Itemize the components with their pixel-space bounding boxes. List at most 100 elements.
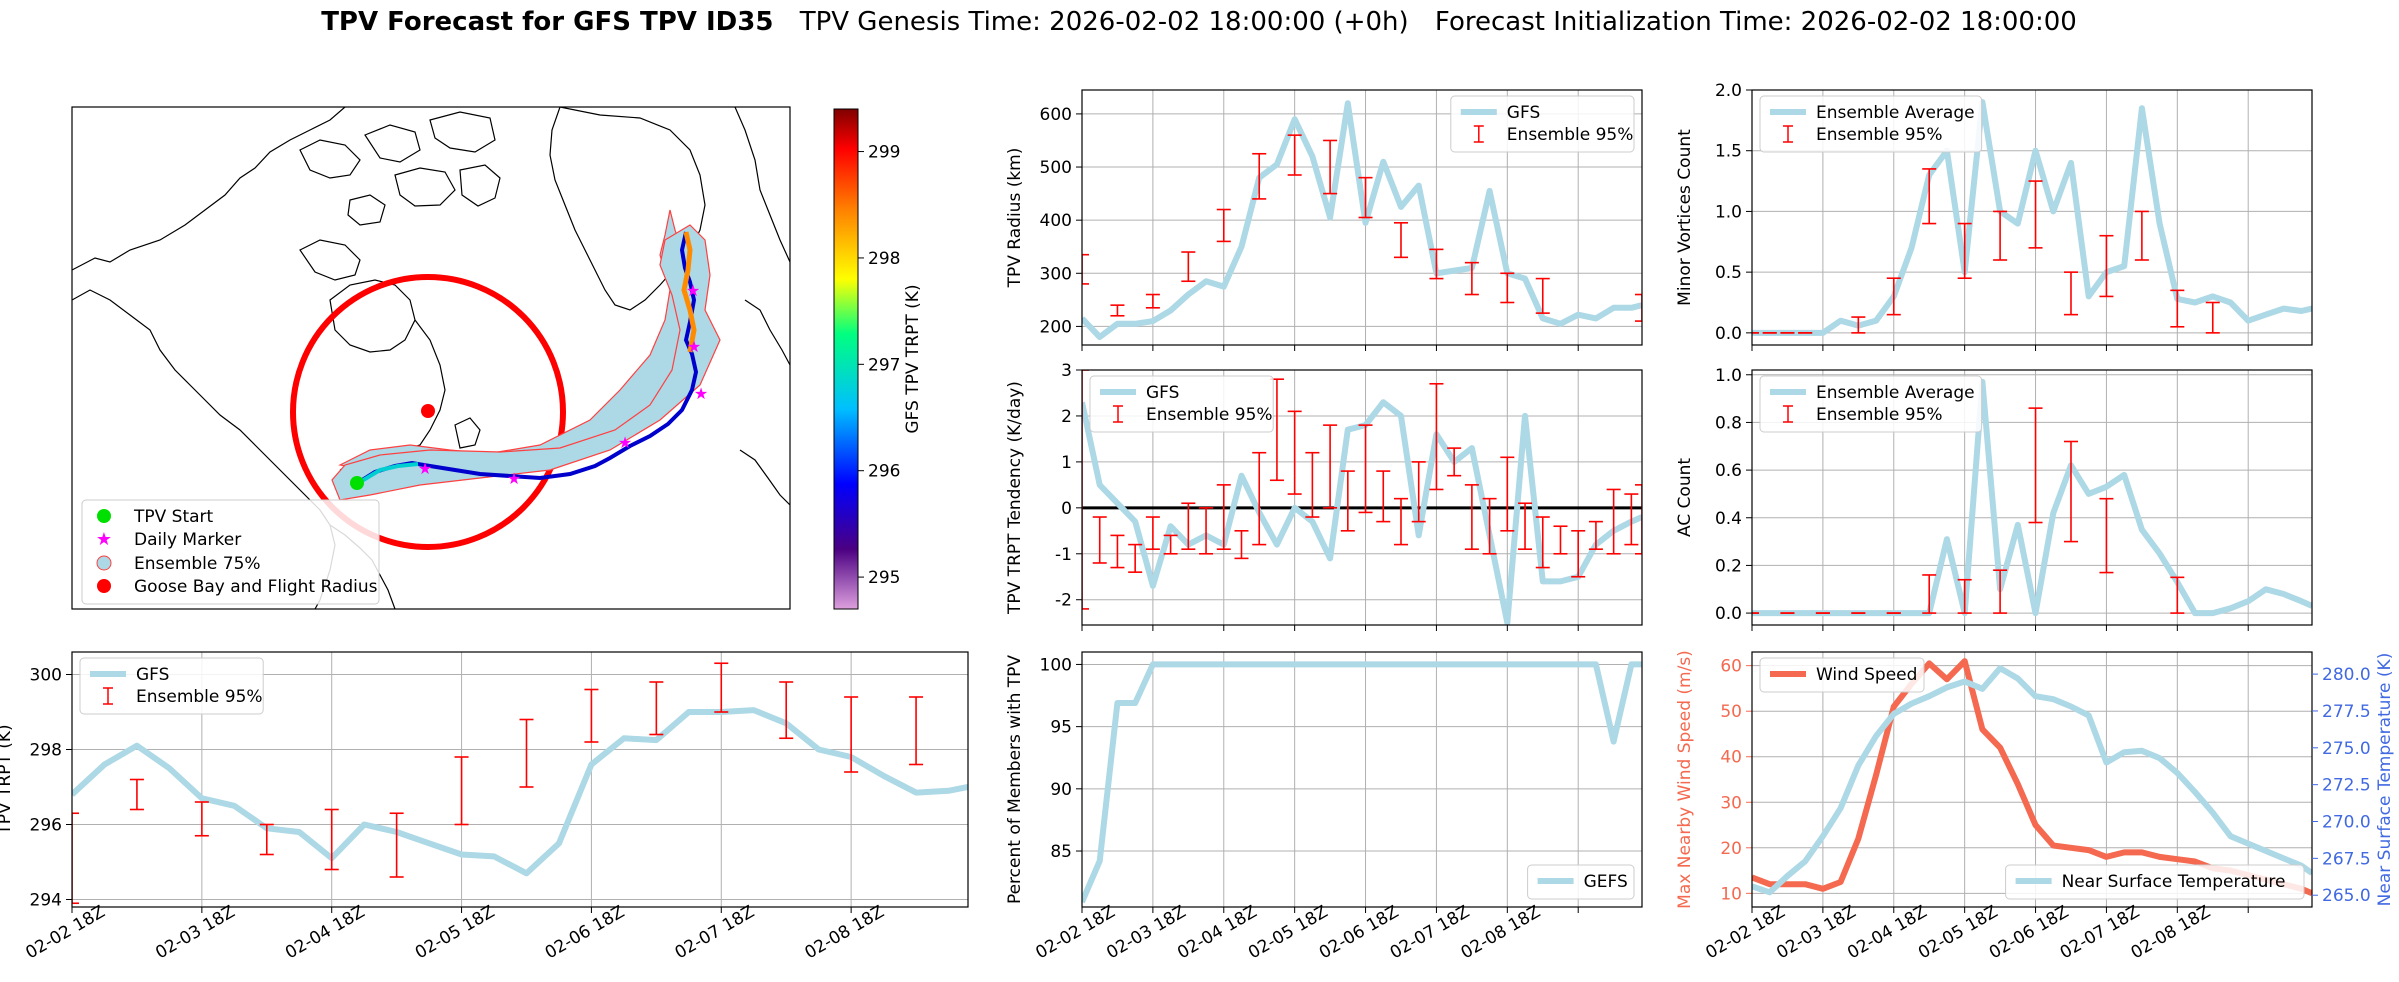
tpv-track-start bbox=[358, 462, 419, 484]
plot-content bbox=[1082, 661, 1642, 904]
y-right-tick-label: 277.5 bbox=[2322, 702, 2371, 722]
map-panel: ★ ★ ★ ★ ★ ★ TPV Start ★ Daily Marker Ens… bbox=[71, 106, 923, 610]
title-genesis: TPV Genesis Time: 2026-02-02 18:00:00 (+… bbox=[799, 7, 1409, 37]
tpv-track-warm bbox=[681, 231, 697, 353]
plot-frame bbox=[71, 651, 969, 908]
y-tick-label: 0.5 bbox=[1715, 263, 1742, 283]
y-tick-label: 200 bbox=[1040, 317, 1072, 337]
legend-label: Ensemble 95% bbox=[1816, 125, 1943, 145]
y-right-axis-label: Near Surface Temperature (K) bbox=[2375, 653, 2395, 907]
y-tick-label: 0 bbox=[1061, 499, 1072, 519]
y-right-tick-label: 280.0 bbox=[2322, 665, 2371, 685]
legend-label: GEFS bbox=[1584, 872, 1628, 892]
y-tick-label: 300 bbox=[30, 666, 62, 686]
daily-marker: ★ bbox=[694, 384, 708, 403]
y-axis-label: Max Nearby Wind Speed (m/s) bbox=[1675, 650, 1695, 909]
daily-marker: ★ bbox=[686, 281, 700, 300]
series-line bbox=[1752, 665, 2312, 896]
legend-label: Ensemble Average bbox=[1816, 103, 1975, 123]
y-axis-label: TPV Radius (km) bbox=[1005, 148, 1025, 289]
series-line bbox=[72, 707, 968, 877]
tpv-track bbox=[354, 231, 699, 486]
legend-box bbox=[1759, 95, 1983, 153]
colorbar-label: GFS TPV TRPT (K) bbox=[903, 284, 923, 433]
map-legend-label: Ensemble 75% bbox=[134, 554, 261, 574]
radius-panel: 200 300 400 500 600 TPV Radius (km) GFSEnsembl… bbox=[1005, 89, 1643, 351]
goose-bay-marker bbox=[421, 404, 435, 418]
y-tick-label: 294 bbox=[30, 891, 62, 911]
legend-label: Ensemble 95% bbox=[1507, 125, 1634, 145]
legend-label: Near Surface Temperature bbox=[2062, 872, 2286, 892]
legend-symbol-start bbox=[97, 509, 111, 523]
plot-frame bbox=[1081, 369, 1643, 626]
y-right-tick-label: 270.0 bbox=[2322, 813, 2371, 833]
minor-vortices-panel: 0.0 0.5 1.0 1.5 2.0 Minor Vortices Count Ensem… bbox=[1675, 81, 2313, 351]
y-tick-label: 1 bbox=[1061, 453, 1072, 473]
y-tick-label: 1.0 bbox=[1715, 366, 1742, 386]
title-init: Forecast Initialization Time: 2026-02-02… bbox=[1435, 7, 2077, 37]
y-tick-label: 500 bbox=[1040, 158, 1072, 178]
plot-content bbox=[1752, 99, 2312, 336]
daily-marker: ★ bbox=[687, 337, 701, 356]
y-right-tick-label: 267.5 bbox=[2322, 849, 2371, 869]
y-tick-label: 85 bbox=[1050, 842, 1072, 862]
legend-symbol-star: ★ bbox=[96, 529, 112, 550]
flight-radius-circle bbox=[290, 274, 566, 550]
y-tick-label: 95 bbox=[1050, 718, 1072, 738]
colorbar-tick-label: 296 bbox=[868, 462, 900, 482]
legend-label: GFS bbox=[1507, 103, 1540, 123]
y-tick-label: 90 bbox=[1050, 780, 1072, 800]
legend-label: GFS bbox=[136, 665, 169, 685]
plot-frame bbox=[1751, 651, 2313, 908]
y-tick-label: 1.5 bbox=[1715, 142, 1742, 162]
legend-label: Ensemble 95% bbox=[136, 687, 263, 707]
y-axis-label: TPV TRPT Tendency (K/day) bbox=[1005, 381, 1025, 615]
y-tick-label: 296 bbox=[30, 816, 62, 836]
y-tick-label: -2 bbox=[1055, 591, 1072, 611]
y-tick-label: -1 bbox=[1055, 545, 1072, 565]
daily-markers: ★ ★ ★ ★ ★ ★ bbox=[418, 281, 708, 488]
colorbar-tick-label: 299 bbox=[868, 143, 900, 163]
title-bold: TPV Forecast for GFS TPV ID35 bbox=[321, 7, 773, 37]
y-tick-label: 0.4 bbox=[1715, 509, 1742, 529]
y-tick-label: 0.0 bbox=[1715, 324, 1742, 344]
legend-label: Ensemble Average bbox=[1816, 383, 1975, 403]
y-tick-label: 0.2 bbox=[1715, 556, 1742, 576]
y-axis-label: TPV TRPT (K) bbox=[0, 724, 15, 835]
y-tick-label: 30 bbox=[1720, 793, 1742, 813]
ac-count-panel: 0.0 0.2 0.4 0.6 0.8 1.0 AC Count Ensemble Avera… bbox=[1675, 366, 2313, 631]
y-tick-label: 298 bbox=[30, 741, 62, 761]
legend-box bbox=[1759, 375, 1983, 433]
y-tick-label: 2 bbox=[1061, 407, 1072, 427]
figure-title: TPV Forecast for GFS TPV ID35 TPV Genesi… bbox=[321, 7, 2077, 37]
y-axis-label: AC Count bbox=[1675, 458, 1695, 537]
colorbar-ticks: 295 296 297 298 299 bbox=[858, 143, 900, 588]
tpv-start-marker bbox=[350, 476, 364, 490]
wind-temp-panel: 10 20 30 40 50 60 Max Nearby Wind Speed (m/s) 2… bbox=[1675, 650, 2395, 963]
y-right-tick-label: 275.0 bbox=[2322, 739, 2371, 759]
y-tick-label: 60 bbox=[1720, 657, 1742, 677]
y-tick-label: 2.0 bbox=[1715, 81, 1742, 101]
plot-frame bbox=[1081, 89, 1643, 346]
y-tick-label: 0.6 bbox=[1715, 461, 1742, 481]
y-tick-label: 0.8 bbox=[1715, 413, 1742, 433]
y-tick-label: 0.0 bbox=[1715, 604, 1742, 624]
plot-frame bbox=[1751, 89, 2313, 346]
colorbar-tick-label: 298 bbox=[868, 249, 900, 269]
plot-content bbox=[1082, 100, 1642, 340]
daily-marker: ★ bbox=[507, 469, 521, 488]
series-line bbox=[1082, 100, 1642, 340]
plot-content bbox=[1082, 370, 1642, 625]
legend-symbol-ensemble bbox=[96, 555, 112, 571]
y-tick-label: 3 bbox=[1061, 361, 1072, 381]
y-tick-label: 100 bbox=[1040, 655, 1072, 675]
plot-frame bbox=[1081, 651, 1643, 908]
daily-marker: ★ bbox=[418, 459, 432, 478]
map-legend-label: Goose Bay and Flight Radius bbox=[134, 577, 378, 597]
y-tick-label: 600 bbox=[1040, 105, 1072, 125]
series-line bbox=[1752, 378, 2312, 617]
daily-marker: ★ bbox=[618, 433, 632, 452]
y-axis-label: Minor Vortices Count bbox=[1675, 129, 1695, 306]
plot-content bbox=[72, 662, 968, 905]
